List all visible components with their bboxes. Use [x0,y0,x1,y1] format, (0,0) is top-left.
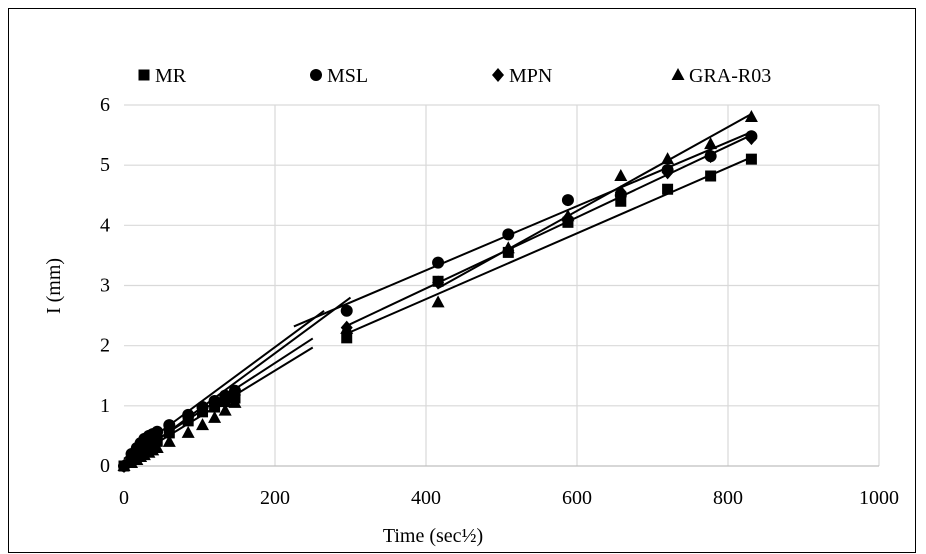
point-gra-r03 [431,295,445,308]
legend-marker-mr [138,69,150,81]
point-mpn [661,165,674,180]
point-msl [432,256,445,269]
legend-label-mpn: MPN [509,65,552,87]
y-tick-label: 0 [100,455,110,477]
y-axis-label: I (mm) [43,258,65,314]
point-mpn [614,185,627,200]
y-tick-label: 2 [100,335,110,357]
legend-label-mr: MR [155,65,187,87]
scatter-chart: 0 1 2 3 4 5 6 0 200 400 600 800 1000 MR MSL MPN GRA-R03… [43,65,899,547]
x-tick-label: 800 [713,487,743,509]
point-gra-r03 [744,110,758,123]
point-mr [745,153,757,165]
x-tick-label: 200 [260,487,290,509]
point-gra-r03 [661,152,675,165]
y-tick-label: 4 [100,214,110,236]
point-mr [705,170,717,182]
x-tick-label: 400 [411,487,441,509]
y-tick-label: 6 [100,94,110,116]
point-mr [341,332,353,344]
point-mr [662,183,674,195]
point-gra-r03 [218,403,232,416]
point-gra-r03 [150,440,164,453]
point-mpn [196,401,209,416]
point-gra-r03 [125,455,139,468]
point-gra-r03 [196,418,210,431]
y-tick-label: 5 [100,154,110,176]
point-gra-r03 [561,209,575,222]
point-mpn [163,421,176,436]
point-gra-r03 [614,168,628,181]
trend-line-mpn [346,134,752,327]
x-tick-label: 0 [119,487,129,509]
point-msl [340,304,353,317]
point-gra-r03 [181,425,195,438]
point-mpn [182,410,195,425]
point-gra-r03 [704,137,718,150]
point-mpn [228,388,241,403]
legend-marker-gra-r03 [671,68,685,80]
y-tick-label: 3 [100,275,110,297]
point-mpn [704,149,717,164]
grid-lines [124,104,880,466]
x-tick-label: 600 [562,487,592,509]
point-gra-r03 [501,241,515,254]
point-mpn [208,397,221,412]
legend-marker-msl [310,69,322,81]
point-mpn [219,392,232,407]
tick-labels: 0 1 2 3 4 5 6 0 200 400 600 800 1000 [100,94,899,509]
point-msl [502,228,515,241]
point-gra-r03 [340,321,354,334]
legend-marker-mpn [492,68,504,82]
point-mpn [432,275,445,290]
point-mpn [130,444,143,459]
trend-line-gra-r03 [436,113,752,290]
trend-line-msl [293,131,752,328]
legend-label-gra-r03: GRA-R03 [689,65,771,87]
point-msl [561,194,574,207]
legend-label-msl: MSL [327,65,368,87]
legend: MR MSL MPN GRA-R03 [138,65,771,87]
chart-frame: 0 1 2 3 4 5 6 0 200 400 600 800 1000 MR MSL MPN GRA-R03… [8,8,916,553]
point-gra-r03 [228,395,242,408]
point-mpn [151,428,164,443]
point-mpn [745,131,758,146]
trend-line-mr [346,156,752,335]
y-tick-label: 1 [100,395,110,417]
point-gra-r03 [117,459,131,471]
point-gra-r03 [162,434,176,447]
x-tick-label: 1000 [859,487,899,509]
point-mr [615,195,627,207]
point-gra-r03 [208,410,222,423]
data-points [117,110,758,473]
x-axis-label: Time (sec½) [383,525,483,547]
